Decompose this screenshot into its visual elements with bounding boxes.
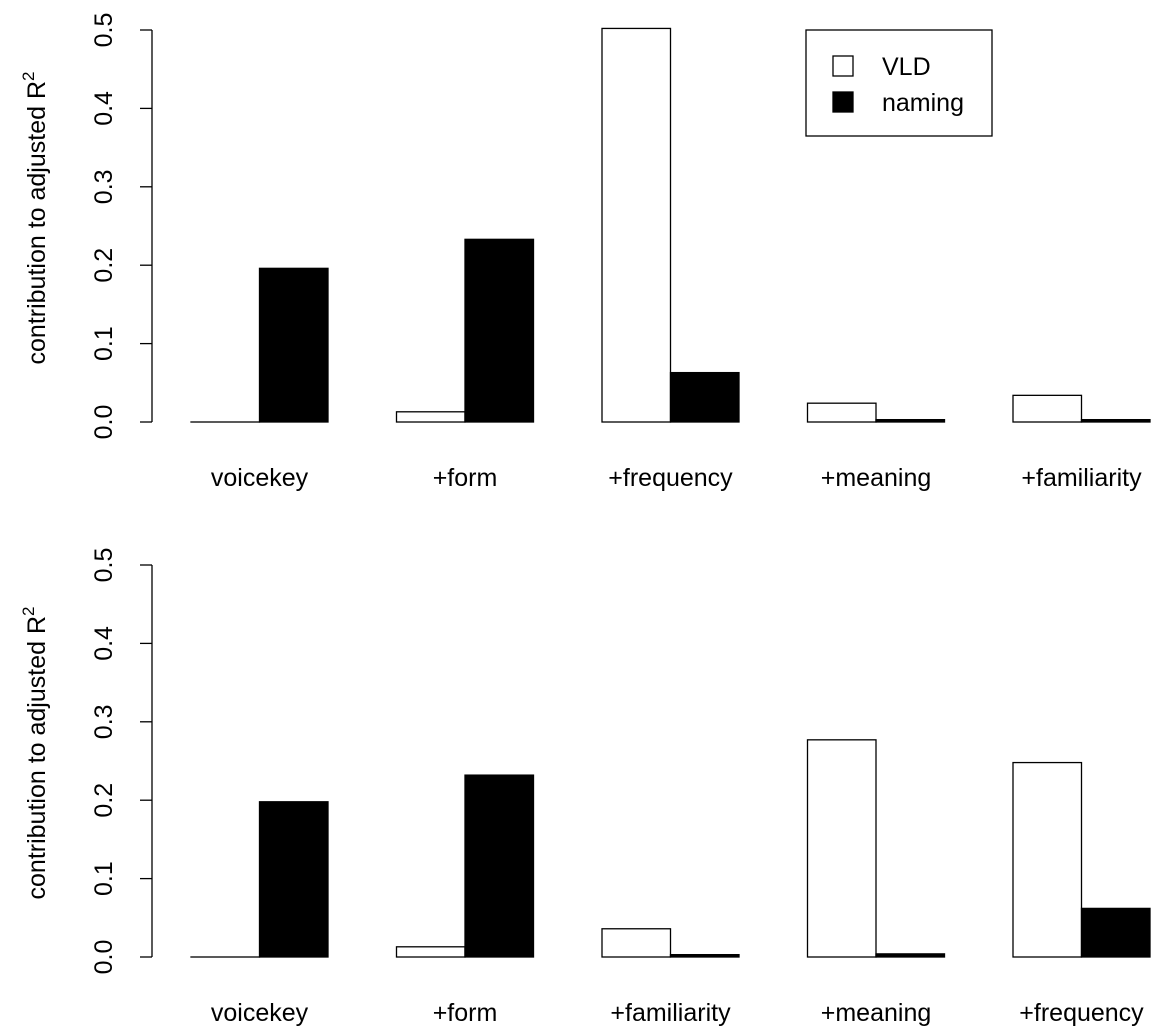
y-tick-label: 0.2 [90,783,118,818]
category-label: +familiarity [610,999,731,1027]
bar-vld-5 [1012,761,1083,958]
y-tick-label: 0.3 [90,169,118,204]
bar-naming-1 [258,267,329,423]
bar-vld-3 [601,928,672,958]
legend-swatch-vld [832,55,854,77]
y-axis-label-main: contribution to adjusted R [23,81,51,365]
bar-vld-5 [1012,394,1083,423]
bar-vld-3 [601,27,672,423]
legend-label-naming: naming [882,89,964,117]
chart-panel-1: 0.0 0.1 0.2 0.3 0.4 0.5 contribution to adjust… [19,13,1151,492]
bar-vld-2 [395,411,466,423]
y-tick-label: 0.3 [90,704,118,739]
bar-vld-4 [806,739,877,958]
bar-naming-5 [1080,418,1151,423]
category-label: +meaning [821,464,932,492]
y-axis-label-superscript: 2 [19,607,38,616]
bar-naming-2 [464,238,535,423]
bar-naming-4 [875,953,946,958]
legend-swatch-naming [832,91,854,113]
bar-naming-4 [875,418,946,423]
y-tick-label: 0.0 [90,940,118,975]
category-label: +meaning [821,999,932,1027]
bar-vld-4 [806,402,877,423]
bar-naming-3 [669,371,740,423]
category-label: voicekey [211,999,309,1027]
bar-vld-2 [395,946,466,958]
y-tick-label: 0.1 [90,861,118,896]
legend-box [805,29,993,137]
bar-naming-5 [1080,907,1151,958]
category-label: +form [433,464,498,492]
chart-panel-2: 0.0 0.1 0.2 0.3 0.4 0.5 contribution to adjust… [19,548,1151,1027]
y-axis-label-main: contribution to adjusted R [23,616,51,900]
y-tick-label: 0.2 [90,248,118,283]
bar-naming-3 [669,953,740,958]
bar-naming-2 [464,774,535,958]
y-tick-label: 0.5 [90,13,118,48]
category-label: voicekey [211,464,309,492]
y-axis-label-superscript: 2 [19,72,38,81]
y-axis-label: contribution to adjusted R2 [19,72,51,365]
bar-naming-1 [258,801,329,958]
category-label: +form [433,999,498,1027]
category-label: +frequency [1019,999,1144,1027]
y-tick-label: 0.1 [90,326,118,361]
category-label: +frequency [608,464,733,492]
category-label: +familiarity [1021,464,1142,492]
y-axis-label: contribution to adjusted R2 [19,607,51,900]
y-tick-label: 0.0 [90,405,118,440]
legend-label-vld: VLD [882,53,931,81]
legend: VLD naming [805,29,993,137]
y-tick-label: 0.4 [90,91,118,126]
y-tick-label: 0.4 [90,626,118,661]
y-tick-label: 0.5 [90,548,118,583]
